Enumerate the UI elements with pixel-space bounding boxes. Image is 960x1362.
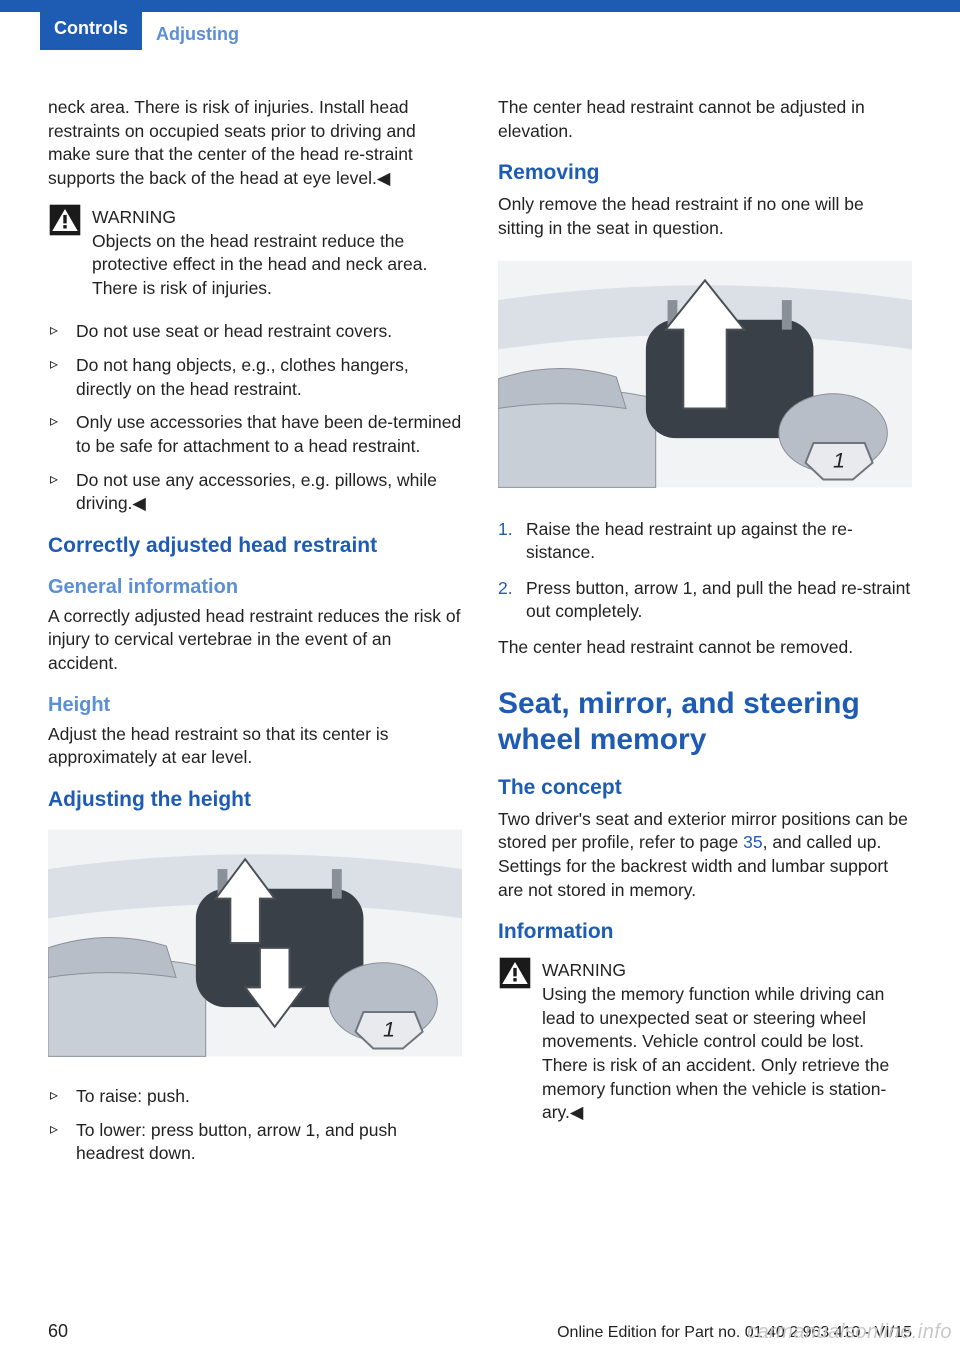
page-ref-link[interactable]: 35 bbox=[743, 832, 762, 852]
tab-adjusting: Adjusting bbox=[142, 14, 253, 55]
concept-body: Two driver's seat and exterior mirror po… bbox=[498, 808, 912, 903]
intro-text: neck area. There is risk of injuries. In… bbox=[48, 96, 462, 191]
removing-body: Only remove the head restraint if no one… bbox=[498, 193, 912, 240]
warning-icon bbox=[48, 203, 82, 237]
adjust-list: To raise: push. To lower: press button, … bbox=[48, 1085, 462, 1166]
center-note: The center head restraint cannot be adju… bbox=[498, 96, 912, 143]
warning-icon bbox=[498, 956, 532, 990]
warning-list: Do not use seat or head restraint covers… bbox=[48, 320, 462, 515]
warning-title: WARNING bbox=[92, 207, 462, 228]
page-number: 60 bbox=[48, 1321, 68, 1342]
heading-concept: The concept bbox=[498, 776, 912, 800]
warning-body: Using the memory function while driving … bbox=[542, 983, 912, 1125]
warning-block-2: WARNING Using the memory function while … bbox=[498, 956, 912, 1135]
list-item: Do not use any accessories, e.g. pillows… bbox=[48, 469, 462, 516]
list-item: Raise the head restraint up against the … bbox=[498, 518, 912, 565]
heading-removing: Removing bbox=[498, 161, 912, 185]
heading-correct: Correctly adjusted head restraint bbox=[48, 534, 462, 558]
height-body: Adjust the head restraint so that its ce… bbox=[48, 723, 462, 770]
warning-body: Objects on the head restraint reduce the… bbox=[92, 230, 462, 301]
figure-removing: 1 bbox=[498, 259, 912, 489]
watermark: carmanualsonline.info bbox=[747, 1321, 952, 1344]
right-column: The center head restraint cannot be adju… bbox=[498, 96, 912, 1176]
heading-general: General information bbox=[48, 576, 462, 599]
list-item: Do not hang objects, e.g., clothes hange… bbox=[48, 354, 462, 401]
heading-information: Information bbox=[498, 920, 912, 944]
list-item: Press button, arrow 1, and pull the head… bbox=[498, 577, 912, 624]
warning-block-1: WARNING Objects on the head restraint re… bbox=[48, 203, 462, 311]
list-item: Only use accessories that have been de‐t… bbox=[48, 411, 462, 458]
left-column: neck area. There is risk of injuries. In… bbox=[48, 96, 462, 1176]
removing-steps: Raise the head restraint up against the … bbox=[498, 518, 912, 625]
figure-label: 1 bbox=[833, 447, 845, 472]
tab-controls: Controls bbox=[40, 6, 142, 50]
page-body: neck area. There is risk of injuries. In… bbox=[0, 56, 960, 1176]
figure-label: 1 bbox=[383, 1017, 395, 1042]
list-item: Do not use seat or head restraint covers… bbox=[48, 320, 462, 344]
page-header: Controls Adjusting bbox=[0, 0, 960, 56]
figure-adjust-height: 1 bbox=[48, 828, 462, 1058]
removing-note: The center head restraint cannot be remo… bbox=[498, 636, 912, 660]
heading-adjheight: Adjusting the height bbox=[48, 788, 462, 812]
general-body: A correctly adjusted head restraint redu… bbox=[48, 605, 462, 676]
warning-title: WARNING bbox=[542, 960, 912, 981]
list-item: To lower: press button, arrow 1, and pus… bbox=[48, 1119, 462, 1166]
list-item: To raise: push. bbox=[48, 1085, 462, 1109]
heading-height: Height bbox=[48, 694, 462, 717]
heading-memory: Seat, mirror, and steering wheel memory bbox=[498, 686, 912, 758]
